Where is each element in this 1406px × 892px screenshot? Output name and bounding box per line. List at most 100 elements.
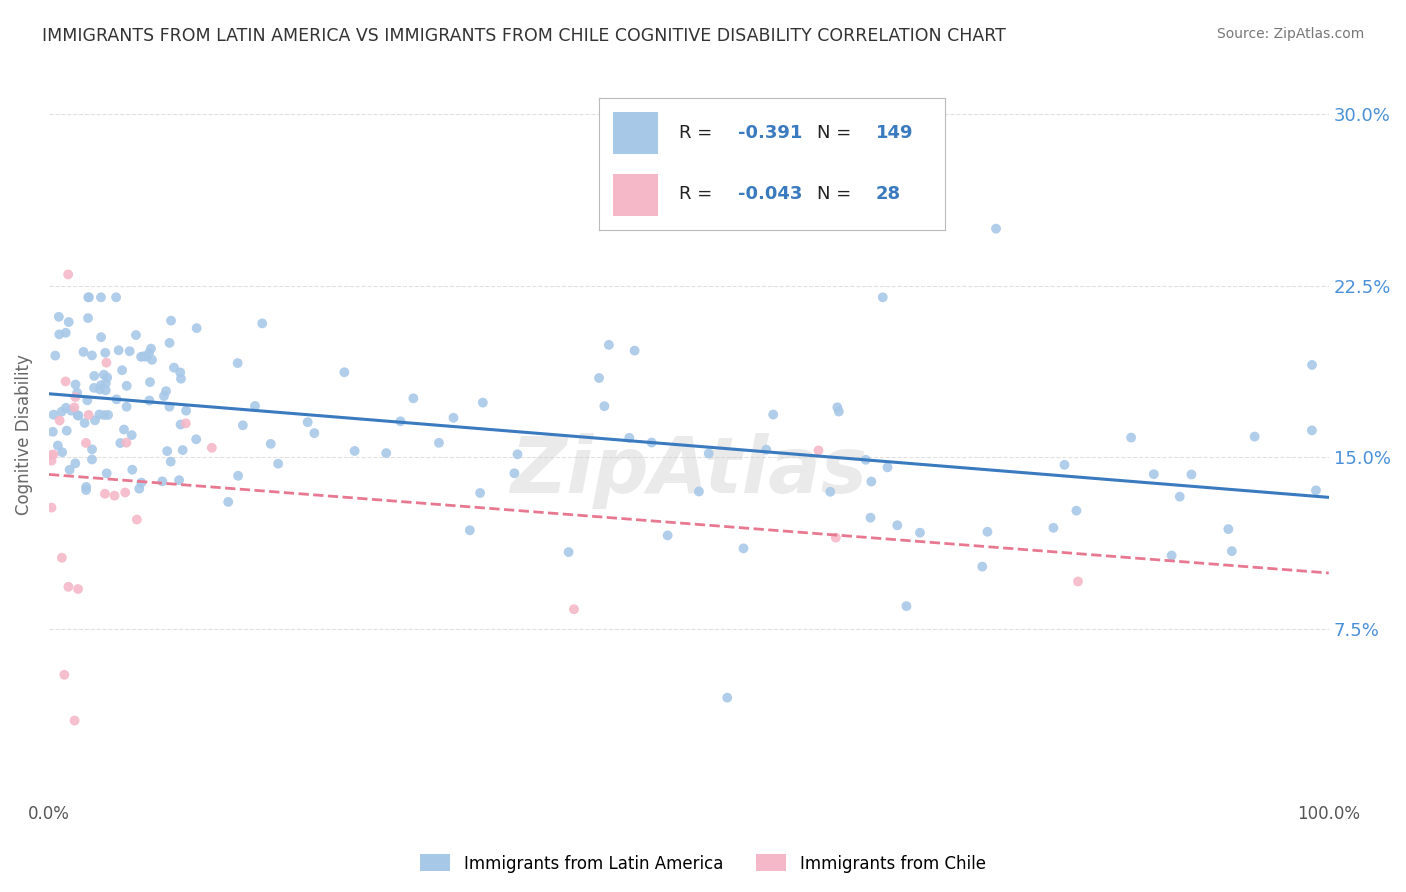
Point — [112, 422, 135, 436]
Point — [135, 350, 157, 364]
Point — [172, 443, 194, 458]
Point — [97, 408, 120, 422]
Point — [755, 442, 778, 457]
Point — [65, 456, 87, 470]
Point — [65, 390, 87, 404]
Point — [174, 417, 197, 431]
Point — [63, 714, 86, 728]
Point — [94, 384, 117, 398]
Point — [90, 330, 112, 344]
Point — [94, 346, 117, 360]
Point — [48, 310, 70, 324]
Point — [1160, 549, 1182, 563]
Point — [111, 363, 134, 377]
Point — [110, 436, 132, 450]
Y-axis label: Cognitive Disability: Cognitive Disability — [15, 354, 32, 515]
Point — [153, 389, 176, 403]
Point — [640, 435, 662, 450]
Point — [131, 475, 153, 490]
Point — [972, 559, 994, 574]
Point — [96, 370, 118, 384]
Point — [41, 453, 63, 467]
Point — [44, 349, 66, 363]
Legend: Immigrants from Latin America, Immigrants from Chile: Immigrants from Latin America, Immigrant… — [413, 847, 993, 880]
Point — [114, 485, 136, 500]
Point — [59, 463, 82, 477]
Point — [72, 344, 94, 359]
Point — [619, 431, 641, 445]
Point — [860, 475, 883, 489]
Point — [1168, 490, 1191, 504]
Point — [201, 441, 224, 455]
Point — [51, 445, 73, 459]
Point — [831, 164, 853, 178]
Point — [83, 381, 105, 395]
Point — [90, 290, 112, 304]
Point — [588, 371, 610, 385]
Point — [1066, 503, 1088, 517]
Text: ZipAtlas: ZipAtlas — [510, 434, 868, 509]
Point — [1301, 423, 1323, 437]
Point — [58, 580, 80, 594]
Point — [48, 413, 70, 427]
Point — [159, 400, 181, 414]
Point — [89, 408, 111, 422]
Point — [67, 409, 90, 423]
Point — [876, 460, 898, 475]
Point — [128, 482, 150, 496]
Point — [51, 405, 73, 419]
Point — [66, 408, 89, 422]
Point — [267, 457, 290, 471]
Point — [226, 356, 249, 370]
Point — [56, 268, 79, 282]
Point — [688, 484, 710, 499]
Point — [94, 487, 117, 501]
Point — [80, 452, 103, 467]
Point — [77, 408, 100, 422]
Point — [1053, 458, 1076, 472]
Point — [389, 414, 412, 428]
Point — [96, 356, 118, 370]
Point — [174, 403, 197, 417]
Point — [90, 378, 112, 392]
Point — [51, 550, 73, 565]
Point — [139, 375, 162, 389]
Point — [93, 368, 115, 382]
Point — [872, 290, 894, 304]
Point — [121, 428, 143, 442]
Point — [859, 510, 882, 524]
Point — [503, 467, 526, 481]
Point — [1218, 522, 1240, 536]
Point — [260, 437, 283, 451]
Point — [186, 321, 208, 335]
Point — [80, 348, 103, 362]
Point — [343, 444, 366, 458]
Point — [66, 385, 89, 400]
Point — [84, 413, 107, 427]
Point — [976, 524, 998, 539]
Point — [1305, 483, 1327, 498]
Point — [297, 415, 319, 429]
Point — [458, 523, 481, 537]
Point — [1121, 431, 1143, 445]
Point — [226, 468, 249, 483]
Point — [169, 417, 191, 432]
Point — [107, 343, 129, 358]
Point — [1143, 467, 1166, 482]
Point — [170, 372, 193, 386]
Point — [41, 500, 63, 515]
Point — [402, 392, 425, 406]
Point — [46, 438, 69, 452]
Point — [807, 443, 830, 458]
Point — [733, 541, 755, 556]
Point — [1220, 544, 1243, 558]
Text: Source: ZipAtlas.com: Source: ZipAtlas.com — [1216, 27, 1364, 41]
Point — [75, 436, 97, 450]
Point — [886, 518, 908, 533]
Point — [697, 446, 720, 460]
Point — [75, 480, 97, 494]
Point — [1301, 358, 1323, 372]
Point — [156, 444, 179, 458]
Point — [657, 528, 679, 542]
Text: IMMIGRANTS FROM LATIN AMERICA VS IMMIGRANTS FROM CHILE COGNITIVE DISABILITY CORR: IMMIGRANTS FROM LATIN AMERICA VS IMMIGRA… — [42, 27, 1007, 45]
